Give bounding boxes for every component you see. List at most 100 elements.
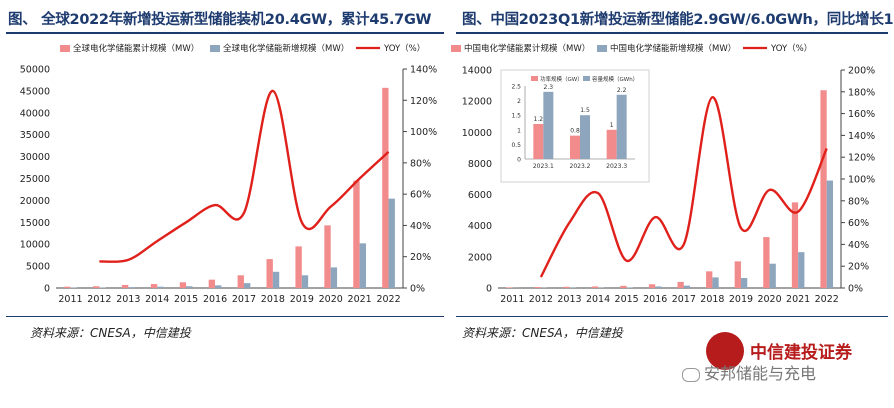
inset-bar-capacity — [616, 94, 627, 159]
y-tick-label: 12000 — [462, 97, 492, 108]
x-tick-label: 2020 — [319, 294, 343, 305]
x-tick-label: 2021 — [786, 294, 810, 305]
bar-new — [359, 243, 366, 288]
logo-emblem-icon — [706, 332, 744, 370]
x-tick-label: 2012 — [529, 294, 553, 305]
left-chart: 0 5000 10000 15000 20000 25000 30000 35000 40000… — [20, 43, 437, 305]
y2-tick-label: 200% — [848, 66, 875, 77]
bar-new — [626, 287, 633, 288]
bar-cumulative — [591, 286, 599, 288]
bar-cumulative — [353, 180, 360, 288]
bar-cumulative — [563, 286, 570, 288]
x-tick-label: 2016 — [643, 294, 667, 305]
x-tick-label: 2011 — [58, 294, 82, 305]
left-title-rule — [6, 32, 444, 34]
bar-cumulative — [237, 275, 244, 288]
inset-x-tick-label: 2023.3 — [606, 163, 627, 170]
company-logo: 中信建投证券 — [706, 328, 886, 400]
inset-y-tick-label: 0.5 — [511, 142, 521, 149]
bar-cumulative — [324, 225, 331, 288]
inset-bar-power — [533, 123, 544, 159]
inset-bar-power — [606, 129, 617, 159]
bar-new — [128, 287, 135, 288]
bar-new — [301, 275, 309, 288]
x-tick-label: 2018 — [700, 294, 724, 305]
bar-new — [157, 286, 164, 288]
inset-y-tick-label: 2 — [517, 98, 521, 105]
y-tick-label: 5000 — [26, 262, 50, 273]
watermark: 安邦储能与充电 — [682, 360, 816, 384]
y2-tick-label: 0% — [410, 284, 425, 295]
bar-new — [826, 180, 833, 288]
y2-tick-label: 20% — [410, 252, 431, 263]
bar-cumulative — [734, 261, 741, 288]
bar-cumulative — [506, 287, 513, 288]
bar-new — [388, 198, 395, 288]
bar-cumulative — [620, 285, 627, 288]
watermark-text: 安邦储能与充电 — [704, 364, 817, 383]
y2-tick-label: 120% — [848, 153, 875, 164]
yoy-line — [99, 89, 390, 263]
y-tick-label: 0 — [44, 284, 50, 295]
bar-cumulative — [208, 279, 216, 288]
bar-new — [330, 267, 338, 288]
bar-cumulative — [121, 284, 129, 288]
legend-swatch-cumulative — [60, 45, 70, 52]
y2-tick-label: 40% — [848, 240, 869, 251]
legend-swatch-new — [597, 45, 607, 52]
x-tick-label: 2021 — [348, 294, 372, 305]
y2-tick-label: 120% — [410, 96, 437, 107]
inset-legend-label-capacity: 容量规模（GWh） — [592, 75, 638, 83]
x-tick-label: 2014 — [586, 294, 610, 305]
bar-cumulative — [382, 87, 389, 288]
legend-label-cumulative: 全球电化学储能累计规模（MW） — [73, 43, 199, 54]
legend-label-new: 全球电化学储能新增规模（MW） — [223, 43, 349, 54]
y2-tick-label: 20% — [848, 262, 869, 273]
y-tick-label: 10000 — [20, 240, 50, 251]
bar-cumulative — [266, 259, 273, 288]
y-tick-label: 0 — [486, 284, 492, 295]
inset-legend-swatch-power — [531, 76, 538, 81]
inset-bar-power — [570, 135, 580, 159]
left-source: 资料来源：CNESA，中信建投 — [30, 326, 191, 340]
inset-data-label-capacity: 2.3 — [544, 84, 554, 91]
x-tick-label: 2013 — [557, 294, 581, 305]
y-tick-label: 8000 — [468, 159, 492, 170]
right-source: 资料来源：CNESA，中信建投 — [462, 326, 623, 340]
legend-label-yoy: YOY（%） — [383, 43, 425, 54]
bar-new — [272, 271, 280, 288]
bar-new — [769, 263, 776, 288]
yoy-line — [539, 96, 828, 278]
inset-data-label-power: 0.8 — [570, 128, 580, 135]
inset-legend-label-power: 功率规模（GW） — [540, 75, 583, 83]
bar-cumulative — [706, 271, 713, 288]
y-tick-label: 10000 — [462, 128, 492, 139]
right-source-rule — [456, 316, 888, 317]
y-tick-label: 35000 — [20, 130, 50, 141]
bar-cumulative — [64, 286, 71, 288]
legend-label-yoy: YOY（%） — [770, 43, 812, 54]
y2-tick-label: 140% — [848, 131, 875, 142]
bar-new — [712, 277, 719, 288]
left-chart-title: 图、 全球2022年新增投运新型储能装机20.4GW，累计45.7GW — [8, 12, 432, 28]
inset-data-label-capacity: 2.2 — [617, 87, 627, 94]
y2-tick-label: 140% — [410, 65, 437, 76]
y2-tick-label: 160% — [848, 109, 875, 120]
y-tick-label: 30000 — [20, 152, 50, 163]
bar-new — [683, 285, 691, 288]
y2-tick-label: 60% — [848, 218, 869, 229]
bar-new — [215, 285, 222, 288]
x-tick-label: 2012 — [87, 294, 111, 305]
inset-x-tick-label: 2023.2 — [570, 163, 591, 170]
legend-label-cumulative: 中国电化学储能累计规模（MW） — [464, 43, 590, 54]
x-tick-label: 2014 — [145, 294, 169, 305]
bar-cumulative — [534, 287, 541, 288]
bar-new — [798, 252, 805, 288]
inset-data-label-power: 1 — [610, 122, 614, 129]
right-title-rule — [456, 32, 888, 34]
bar-cumulative — [295, 246, 302, 288]
logo-text: 中信建投证券 — [750, 343, 852, 363]
x-tick-label: 2019 — [290, 294, 314, 305]
y2-tick-label: 180% — [848, 87, 875, 98]
bar-new — [186, 286, 193, 288]
